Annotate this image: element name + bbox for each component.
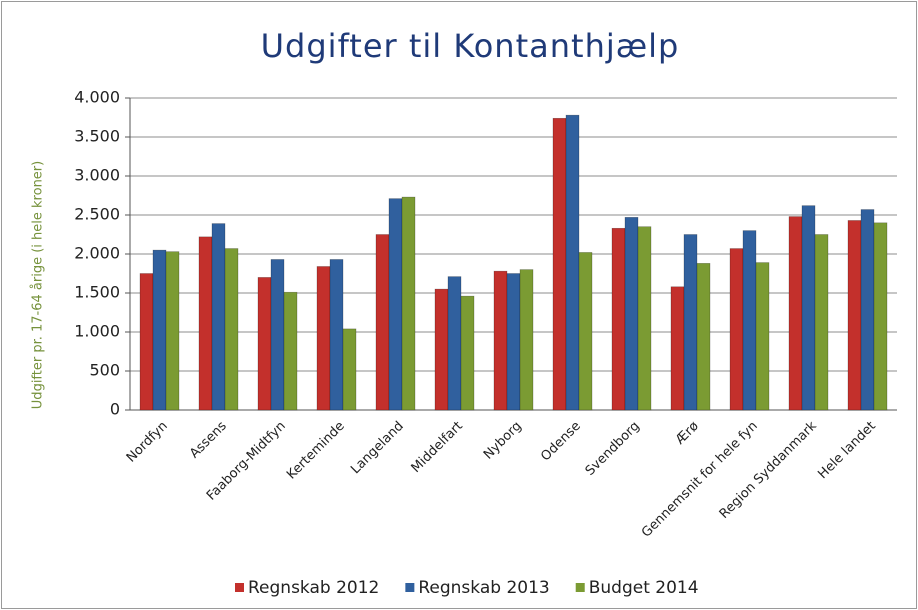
legend-label: Regnskab 2012 [248, 578, 379, 598]
bar [198, 236, 213, 411]
y-tick-label: 0 [110, 400, 120, 419]
bar [224, 248, 239, 411]
bar [493, 270, 508, 411]
y-axis-label: Udgifter pr. 17-64 årige (i hele kroner) [31, 161, 46, 409]
bar [165, 251, 180, 411]
bar [388, 198, 403, 411]
bar [283, 291, 298, 411]
bar [611, 227, 626, 411]
bar [814, 234, 829, 411]
bar [683, 234, 698, 411]
legend-label: Regnskab 2013 [418, 578, 549, 598]
bar [447, 276, 462, 411]
bar [519, 269, 534, 411]
bar [578, 252, 593, 411]
bar [316, 266, 331, 411]
y-tick-label: 3.500 [74, 127, 120, 146]
legend-label: Budget 2014 [589, 578, 699, 598]
bar [211, 223, 226, 411]
bar [565, 114, 580, 411]
bar [329, 259, 344, 411]
y-tick-label: 500 [89, 361, 120, 380]
y-tick-label: 2.000 [74, 244, 120, 263]
bar [696, 263, 711, 411]
bar [342, 328, 357, 411]
y-tick-label: 1.000 [74, 322, 120, 341]
bar [375, 234, 390, 411]
y-tick-label: 4.000 [74, 88, 120, 107]
bar [637, 226, 652, 411]
bar [270, 259, 285, 411]
bar [139, 273, 154, 411]
bar [401, 196, 416, 411]
legend-swatch [235, 583, 244, 592]
bar [788, 216, 803, 411]
bar [257, 277, 272, 411]
y-tick-label: 1.500 [74, 283, 120, 302]
bar [755, 262, 770, 411]
bar [742, 230, 757, 411]
chart-title: Udgifter til Kontanthjælp [261, 27, 680, 65]
y-tick-label: 3.000 [74, 166, 120, 185]
bar [801, 205, 816, 411]
bar [847, 220, 862, 411]
bar [624, 217, 639, 411]
bar [860, 209, 875, 411]
bar [729, 248, 744, 411]
legend-swatch [405, 583, 415, 592]
legend-swatch [575, 583, 585, 592]
bar [670, 286, 685, 411]
y-tick-label: 2.500 [74, 205, 120, 224]
bar [152, 249, 167, 411]
bar [506, 273, 521, 411]
bar [552, 117, 567, 411]
bar [434, 288, 449, 411]
bar [460, 295, 475, 411]
bar [873, 222, 888, 411]
